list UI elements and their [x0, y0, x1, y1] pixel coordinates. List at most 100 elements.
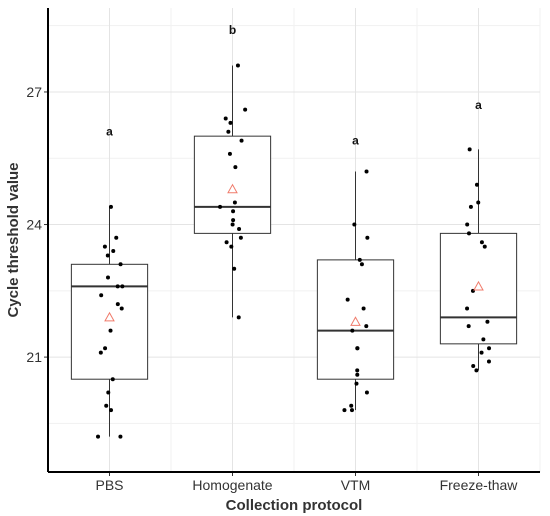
data-point [106, 390, 111, 395]
data-point [118, 262, 123, 267]
box-vtm [316, 259, 395, 380]
data-point [119, 306, 124, 311]
significance-letter-pbs: a [106, 125, 113, 139]
data-point [474, 368, 479, 373]
data-point [103, 346, 108, 351]
data-point [357, 257, 362, 262]
data-point [231, 209, 236, 214]
data-point [237, 226, 242, 231]
x-tick-label: Homogenate [192, 477, 272, 493]
data-point [231, 218, 236, 223]
data-point [485, 319, 490, 324]
data-point [364, 169, 369, 174]
data-point [486, 359, 491, 364]
box-freeze-thaw [439, 232, 518, 345]
y-tick-label: 27 [26, 84, 42, 100]
data-point [364, 324, 369, 329]
mean-marker-vtm [350, 316, 361, 326]
data-point [349, 408, 354, 413]
data-point [118, 434, 123, 439]
data-point [364, 390, 369, 395]
data-point [355, 346, 360, 351]
x-axis-title: Collection protocol [226, 497, 363, 514]
data-point [114, 235, 119, 240]
mean-marker-freeze-thaw [473, 280, 484, 291]
data-point [355, 372, 360, 377]
significance-letter-vtm: a [352, 134, 359, 148]
data-point [476, 200, 481, 205]
y-tick-label: 21 [26, 349, 42, 365]
data-point [345, 297, 350, 302]
data-point [99, 293, 104, 298]
data-point [479, 240, 484, 245]
data-point [224, 240, 229, 245]
data-point [115, 302, 120, 307]
data-point [96, 434, 101, 439]
data-point [466, 324, 471, 329]
data-point [115, 284, 120, 289]
data-point [105, 253, 110, 258]
data-point [227, 151, 232, 156]
data-point [109, 408, 114, 413]
data-point [120, 284, 125, 289]
data-point [223, 116, 228, 121]
data-point [98, 350, 103, 355]
data-point [359, 262, 364, 267]
mean-marker-homogenate [227, 183, 238, 194]
data-point [465, 222, 470, 227]
data-point [243, 107, 248, 112]
data-point [232, 266, 237, 271]
y-axis-title: Cycle threshold value [5, 162, 22, 317]
data-point [232, 200, 237, 205]
data-point [230, 222, 235, 227]
x-tick-label: Freeze-thaw [440, 477, 519, 493]
significance-letter-freeze-thaw: a [475, 98, 482, 112]
data-point [487, 346, 492, 351]
data-point [228, 120, 233, 125]
data-point [218, 204, 223, 209]
data-point [355, 368, 360, 373]
data-point [233, 165, 238, 170]
data-point [350, 328, 355, 333]
data-point [482, 244, 487, 249]
mean-marker-pbs [104, 311, 115, 322]
data-point [238, 235, 243, 240]
data-point [342, 408, 347, 413]
boxes [70, 65, 518, 437]
data-point [236, 315, 241, 320]
data-point [465, 306, 470, 311]
x-tick-label: VTM [341, 477, 371, 493]
data-point [361, 306, 366, 311]
box-pbs [70, 263, 149, 380]
data-point [226, 129, 231, 134]
y-tick-label: 24 [26, 217, 42, 233]
labels: Collection protocol Cycle threshold valu… [5, 23, 518, 514]
data-point [111, 249, 116, 254]
data-point [229, 244, 234, 249]
data-point [235, 63, 240, 68]
data-point [365, 235, 370, 240]
axes [44, 8, 540, 476]
significance-letter-homogenate: b [229, 23, 236, 37]
data-point [110, 377, 115, 382]
data-point [479, 350, 484, 355]
data-point [354, 381, 359, 386]
data-point [474, 182, 479, 187]
data-point [481, 337, 486, 342]
data-point [466, 231, 471, 236]
data-point [468, 204, 473, 209]
data-point [467, 147, 472, 152]
data-point [102, 244, 107, 249]
data-point [239, 138, 244, 143]
data-point [108, 204, 113, 209]
data-point [352, 222, 357, 227]
x-tick-label: PBS [95, 477, 123, 493]
data-point [104, 403, 109, 408]
data-point [108, 328, 113, 333]
data-point [471, 363, 476, 368]
data-point [349, 403, 354, 408]
data-points [96, 63, 492, 439]
data-point [105, 275, 110, 280]
